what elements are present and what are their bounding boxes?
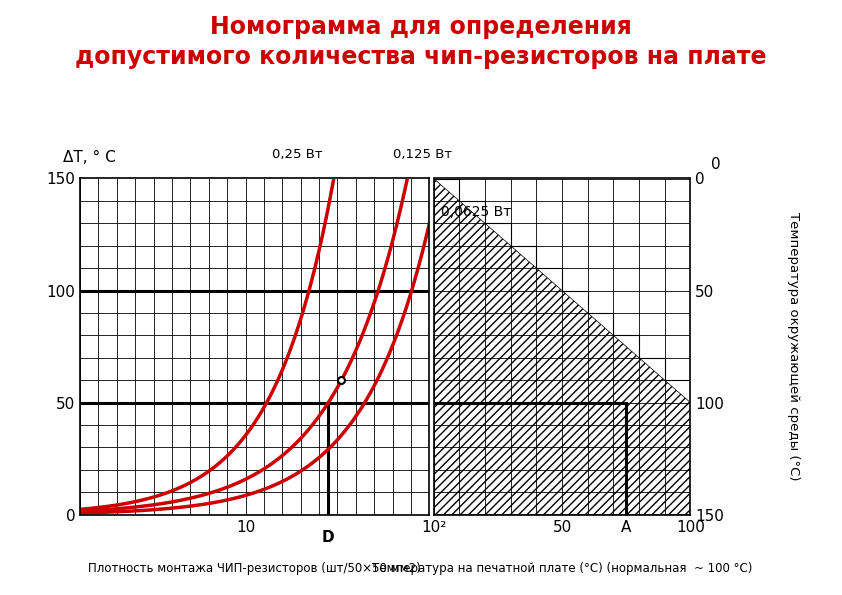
Text: Плотность монтажа ЧИП-резисторов (шт/50×50 мм2): Плотность монтажа ЧИП-резисторов (шт/50×… — [88, 562, 421, 575]
Text: 0: 0 — [711, 156, 721, 172]
Text: D: D — [322, 530, 334, 546]
Text: 0,125 Вт: 0,125 Вт — [392, 148, 451, 161]
Y-axis label: Температура окружающей среды (°C): Температура окружающей среды (°C) — [786, 212, 800, 481]
Text: ΔT, ° C: ΔT, ° C — [62, 150, 115, 165]
Text: 0,25 Вт: 0,25 Вт — [272, 148, 322, 161]
Text: 0,0625 Вт: 0,0625 Вт — [441, 205, 512, 219]
Text: Температура на печатной плате (°C) (нормальная  ~ 100 °C): Температура на печатной плате (°C) (норм… — [372, 562, 752, 575]
Text: Номограмма для определения
допустимого количества чип-резисторов на плате: Номограмма для определения допустимого к… — [75, 15, 767, 68]
